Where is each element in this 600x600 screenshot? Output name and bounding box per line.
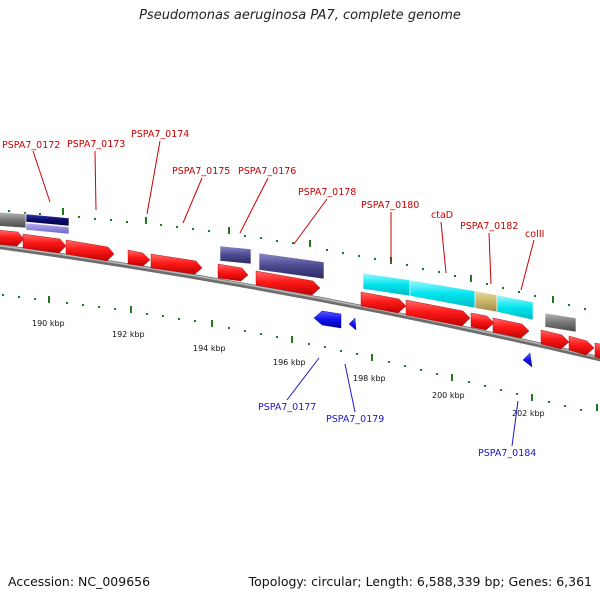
scale-labels: 190 kbp 192 kbp 194 kbp 196 kbp 198 kbp …: [32, 319, 545, 418]
gene-arrow: [22, 233, 67, 254]
scale-label-192: 192 kbp: [112, 330, 145, 339]
gene-label-ctad: ctaD: [431, 210, 453, 221]
scale-label-200: 200 kbp: [432, 391, 465, 400]
gene-bar-slate-0176: [219, 245, 252, 265]
gene-arrow: [217, 263, 249, 282]
gene-label-pspa7-0179: PSPA7_0179: [326, 414, 384, 425]
gene-bar-cyan-0180: [362, 272, 411, 297]
gene-label-coiii: coIII: [525, 229, 544, 240]
gene-bar-gray: [0, 211, 27, 229]
genome-backbone: [0, 244, 600, 362]
scale-label-190: 190 kbp: [32, 319, 65, 328]
gene-arrow: [405, 299, 471, 327]
gene-label-pspa7-0184: PSPA7_0184: [478, 448, 536, 459]
lower-tick-track: [2, 294, 598, 411]
gene-arrow: [360, 291, 407, 314]
gene-arrow-reverse: [522, 352, 533, 368]
accession-text: Accession: NC_009656: [8, 574, 151, 589]
gene-label-pspa7-0174: PSPA7_0174: [131, 129, 189, 140]
gene-label-pspa7-0178: PSPA7_0178: [298, 187, 356, 198]
gene-label-pspa7-0175: PSPA7_0175: [172, 166, 230, 177]
genome-summary-text: Topology: circular; Length: 6,588,339 bp…: [248, 574, 592, 589]
upper-tick-track: [8, 208, 586, 310]
bottom-gene-labels: PSPA7_0177 PSPA7_0179 PSPA7_0184: [258, 402, 536, 459]
forward-gene-arrows: [0, 229, 600, 359]
gene-arrow: [255, 270, 321, 296]
scale-label-198: 198 kbp: [353, 374, 386, 383]
gene-arrow: [568, 335, 595, 356]
gene-arrow: [127, 249, 151, 267]
reverse-gene-arrows: [313, 310, 533, 368]
label-leader-lines: [32, 140, 535, 447]
gene-label-pspa7-0177: PSPA7_0177: [258, 402, 316, 413]
gene-bar-navy: [25, 213, 70, 227]
gene-arrow: [594, 342, 600, 359]
gene-arrow: [0, 229, 25, 247]
genome-title: Pseudomonas aeruginosa PA7, complete gen…: [139, 8, 461, 23]
gene-label-pspa7-0173: PSPA7_0173: [67, 139, 125, 150]
gene-bar-gray-right: [544, 312, 577, 333]
gene-label-pspa7-0180: PSPA7_0180: [361, 200, 419, 211]
gene-label-pspa7-0172: PSPA7_0172: [2, 140, 60, 151]
scale-label-202: 202 kbp: [512, 409, 545, 418]
gene-bar-cyan-coIII: [496, 294, 534, 321]
top-gene-labels: PSPA7_0172 PSPA7_0173 PSPA7_0174 PSPA7_0…: [2, 129, 544, 240]
gene-arrow: [492, 317, 530, 339]
genome-backbone-highlight: [0, 244, 600, 359]
gene-arrow: [150, 253, 203, 275]
gene-bar-khaki-0182: [474, 290, 498, 313]
gene-arrow-reverse: [313, 310, 342, 329]
gene-arrow: [470, 312, 495, 331]
gene-arrow-reverse: [348, 317, 357, 331]
gene-label-pspa7-0176: PSPA7_0176: [238, 166, 296, 177]
gene-bar-slate-0178: [258, 252, 325, 280]
scale-label-196: 196 kbp: [273, 358, 306, 367]
upper-feature-bars: [0, 211, 577, 333]
gene-label-pspa7-0182: PSPA7_0182: [460, 221, 518, 232]
gene-arrow: [65, 239, 115, 262]
scale-label-194: 194 kbp: [193, 344, 226, 353]
gene-bar-lavender: [25, 222, 70, 235]
gene-arrow: [540, 329, 570, 350]
